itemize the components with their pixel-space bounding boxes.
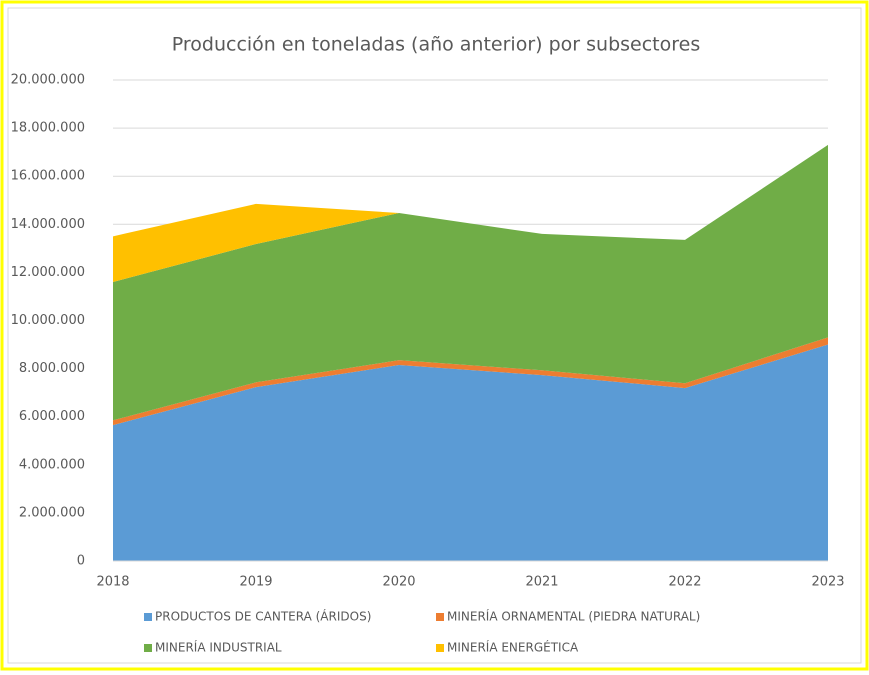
y-tick-label: 2.000.000: [19, 505, 85, 520]
x-tick-label: 2022: [668, 575, 701, 590]
x-tick-label: 2023: [811, 575, 844, 590]
legend-label: MINERÍA ORNAMENTAL (PIEDRA NATURAL): [447, 609, 700, 624]
y-tick-label: 0: [77, 554, 85, 569]
y-tick-label: 6.000.000: [19, 409, 85, 424]
legend-label: MINERÍA ENERGÉTICA: [447, 640, 579, 655]
legend-swatch: [144, 644, 152, 652]
legend-swatch: [144, 613, 152, 621]
y-tick-label: 16.000.000: [11, 169, 85, 184]
x-tick-label: 2018: [96, 575, 129, 590]
chart-title: Producción en toneladas (año anterior) p…: [172, 34, 700, 56]
y-tick-label: 10.000.000: [11, 313, 85, 328]
y-tick-label: 12.000.000: [11, 265, 85, 280]
legend-swatch: [436, 613, 444, 621]
x-tick-label: 2019: [239, 575, 272, 590]
y-tick-label: 14.000.000: [11, 217, 85, 232]
legend-label: PRODUCTOS DE CANTERA (ÁRIDOS): [155, 609, 371, 624]
x-tick-label: 2021: [525, 575, 558, 590]
x-tick-label: 2020: [382, 575, 415, 590]
y-tick-label: 8.000.000: [19, 361, 85, 376]
y-tick-label: 18.000.000: [11, 121, 85, 136]
y-tick-label: 4.000.000: [19, 457, 85, 472]
legend-swatch: [436, 644, 444, 652]
area: [113, 344, 828, 561]
legend-label: MINERÍA INDUSTRIAL: [155, 640, 282, 655]
area: [113, 144, 828, 421]
area: [113, 144, 828, 283]
y-tick-label: 20.000.000: [11, 73, 85, 88]
